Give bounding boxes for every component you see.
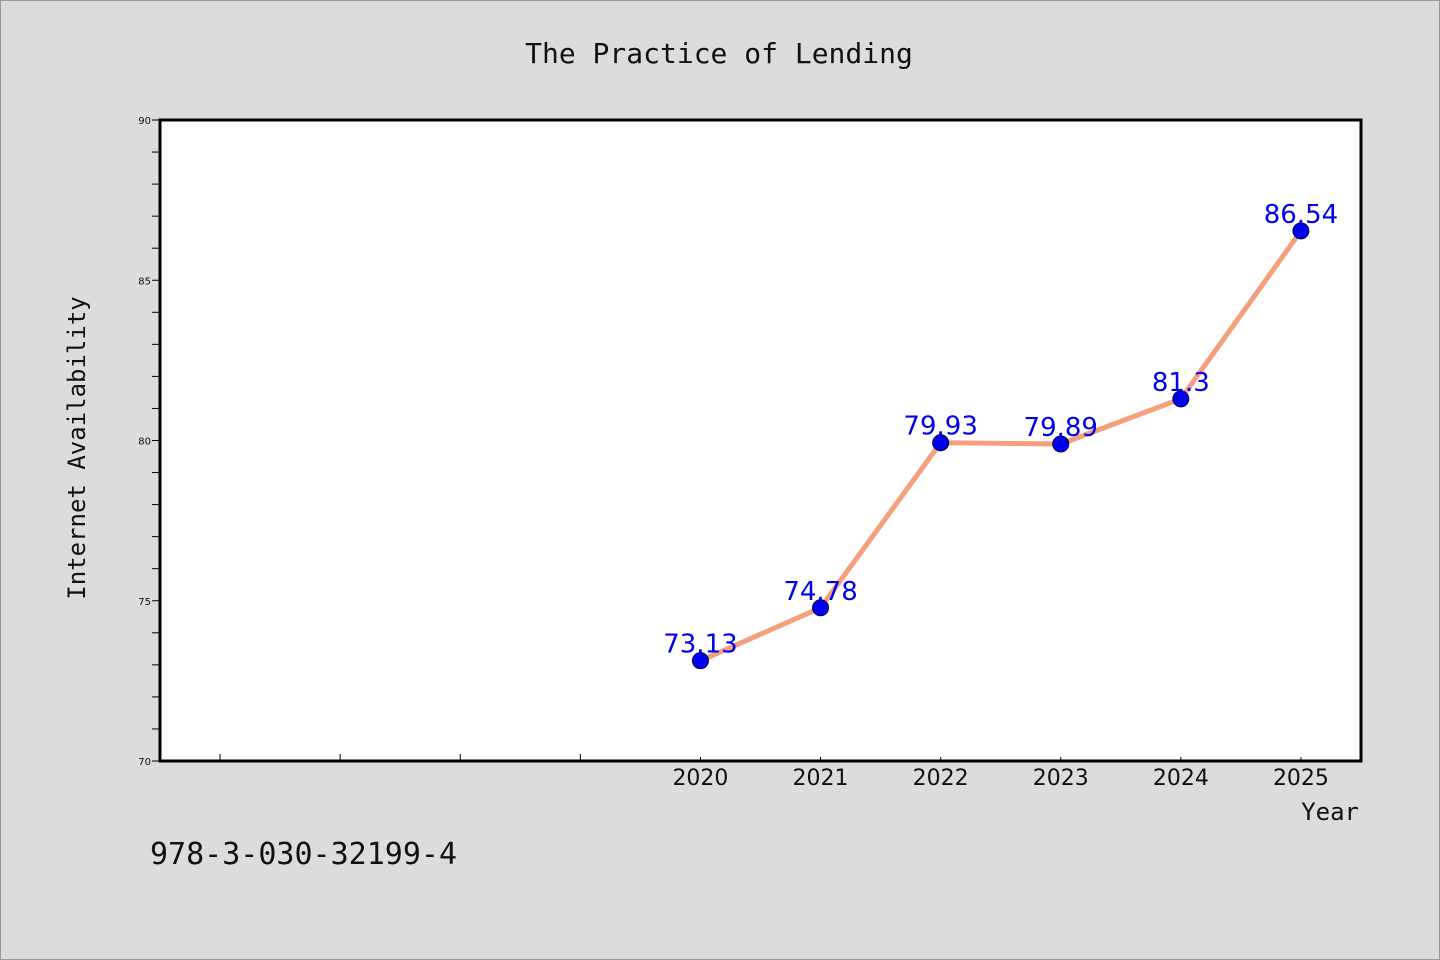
x-tick-label: 2025 bbox=[1273, 766, 1329, 791]
data-point bbox=[1172, 390, 1190, 408]
x-tick-label: 2022 bbox=[913, 766, 969, 791]
series-layer: 73.13 74.78 79.93 79.89 81.3 86.54 bbox=[663, 200, 1338, 670]
chart-title: The Practice of Lending bbox=[525, 37, 913, 70]
y-tick-label: 90 bbox=[138, 116, 151, 127]
data-label: 74.78 bbox=[783, 577, 857, 607]
x-axis-label: Year bbox=[1301, 798, 1359, 826]
x-tick-label: 2021 bbox=[793, 766, 849, 791]
data-point bbox=[1052, 435, 1070, 453]
data-point bbox=[812, 599, 830, 617]
x-tick-label: 2024 bbox=[1153, 766, 1209, 791]
y-tick-label: 75 bbox=[138, 597, 151, 608]
y-tick-label: 70 bbox=[138, 757, 151, 768]
x-tick-label: 2020 bbox=[672, 766, 728, 791]
data-label: 79.89 bbox=[1024, 413, 1098, 443]
x-tick-label: 2023 bbox=[1033, 766, 1089, 791]
y-tick-label: 80 bbox=[138, 437, 151, 448]
plot-area bbox=[158, 118, 1363, 763]
data-label: 86.54 bbox=[1264, 200, 1338, 230]
x-axis: 2020 2021 2022 2023 2024 2025 bbox=[219, 754, 1329, 791]
y-tick-label: 85 bbox=[138, 276, 151, 287]
y-axis-label: Internet Availability bbox=[63, 296, 91, 599]
data-label: 81.3 bbox=[1152, 368, 1210, 398]
isbn-text: 978-3-030-32199-4 bbox=[150, 837, 457, 872]
data-label: 79.93 bbox=[903, 412, 977, 442]
data-point bbox=[932, 434, 950, 452]
data-label: 73.13 bbox=[663, 630, 737, 660]
series-line bbox=[697, 228, 1304, 664]
y-axis: 70 75 80 85 90 bbox=[138, 116, 160, 768]
data-point bbox=[1292, 222, 1310, 240]
data-point bbox=[691, 652, 709, 670]
